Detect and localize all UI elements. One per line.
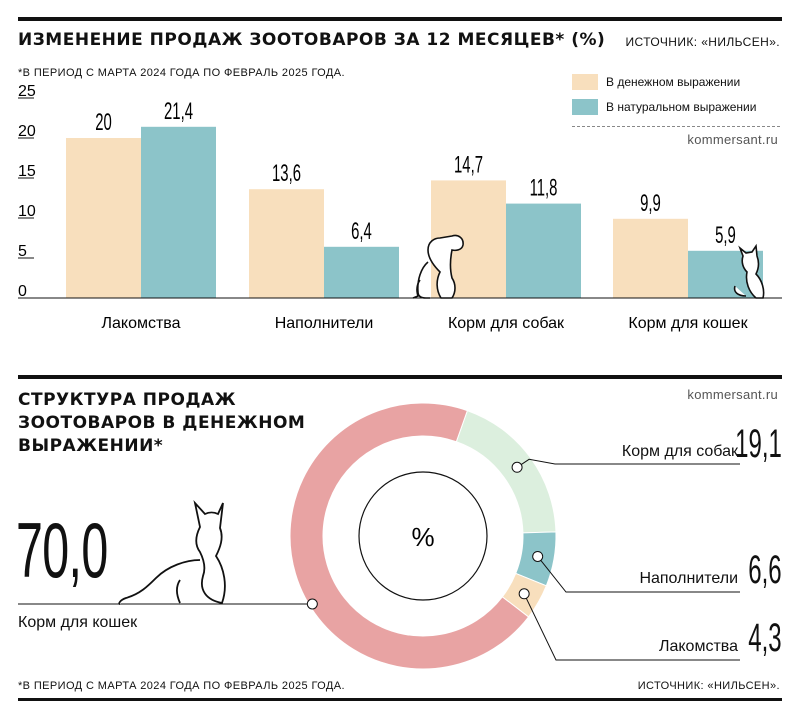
y-tick-label: 20	[18, 123, 36, 140]
leader-dot	[306, 598, 318, 610]
bar-value-label: 14,7	[454, 152, 483, 178]
bar-value-label: 9,9	[640, 190, 661, 216]
y-tick-label: 15	[18, 163, 36, 180]
donut-center-label: %	[411, 522, 434, 552]
bar-money	[249, 189, 324, 298]
cats-label: Корм для кошек	[18, 614, 138, 631]
pie-source: ИСТОЧНИК: «НИЛЬСЕН».	[637, 680, 780, 692]
fillers-value: 6,6	[748, 548, 782, 592]
bar-natural	[141, 126, 216, 298]
legend-swatch-money	[572, 74, 598, 90]
legend-label-money: В денежном выражении	[606, 75, 741, 89]
cats-value: 70,0	[16, 506, 108, 594]
middle-rule	[18, 375, 782, 379]
pie-title-line-3: ВЫРАЖЕНИИ*	[18, 436, 164, 456]
bar-value-label: 20	[95, 110, 112, 136]
pie-chart-site: kommersant.ru	[687, 387, 778, 402]
x-category-label: Лакомства	[101, 315, 180, 332]
bar-chart-footnote: *В ПЕРИОД С МАРТА 2024 ГОДА ПО ФЕВРАЛЬ 2…	[18, 67, 345, 79]
leader-dogs	[516, 458, 740, 468]
dogs-label: Корм для собак	[621, 443, 738, 460]
top-rule	[18, 17, 782, 21]
bar-value-label: 6,4	[351, 218, 372, 244]
bar-natural	[506, 203, 581, 298]
bar-value-label: 11,8	[530, 175, 558, 201]
treats-value: 4,3	[748, 616, 782, 660]
legend-swatch-natural	[572, 99, 598, 115]
y-tick-label: 5	[18, 243, 27, 260]
bar-chart-site: kommersant.ru	[687, 132, 778, 147]
bar-chart-source: ИСТОЧНИК: «НИЛЬСЕН».	[625, 35, 780, 49]
leader-dot	[511, 461, 523, 473]
bar-natural	[324, 246, 399, 298]
cat-silhouette-icon	[733, 243, 765, 299]
donut-slice	[289, 402, 530, 670]
treats-label: Лакомства	[658, 638, 738, 655]
bottom-rule	[18, 698, 782, 701]
pie-footnote: *В ПЕРИОД С МАРТА 2024 ГОДА ПО ФЕВРАЛЬ 2…	[18, 680, 345, 692]
bar-money	[613, 218, 688, 298]
cat-outline-icon	[118, 499, 226, 605]
pie-title-line-1: СТРУКТУРА ПРОДАЖ	[18, 390, 237, 410]
leader-fillers	[537, 556, 740, 593]
bar-value-label: 5,9	[715, 222, 736, 248]
y-tick-label: 0	[18, 283, 27, 300]
leader-dot	[532, 550, 544, 562]
legend-label-natural: В натуральном выражении	[606, 100, 757, 114]
x-category-label: Корм для кошек	[628, 315, 748, 332]
y-tick-label: 10	[18, 203, 36, 220]
bar-chart-title: ИЗМЕНЕНИЕ ПРОДАЖ ЗООТОВАРОВ ЗА 12 МЕСЯЦЕ…	[18, 30, 606, 50]
leader-treats	[523, 593, 740, 661]
pie-title-line-2: ЗООТОВАРОВ В ДЕНЕЖНОМ	[18, 413, 306, 433]
bar-chart: 0 5 10 15 20 25 20 21,4 13,6 6,4 14,7 11,8 9,9 5,9 Л…	[18, 83, 782, 332]
x-category-label: Наполнители	[275, 315, 374, 332]
leader-dot	[518, 588, 530, 600]
dog-silhouette-icon	[412, 234, 464, 299]
fillers-label: Наполнители	[639, 570, 738, 587]
donut-inner-ring	[358, 471, 488, 601]
x-category-label: Корм для собак	[448, 315, 565, 332]
bar-value-label: 21,4	[164, 98, 193, 124]
bar-money	[66, 138, 141, 298]
legend-divider	[572, 126, 780, 127]
dogs-value: 19,1	[735, 422, 782, 466]
y-tick-label: 25	[18, 83, 36, 100]
bar-value-label: 13,6	[272, 161, 301, 187]
